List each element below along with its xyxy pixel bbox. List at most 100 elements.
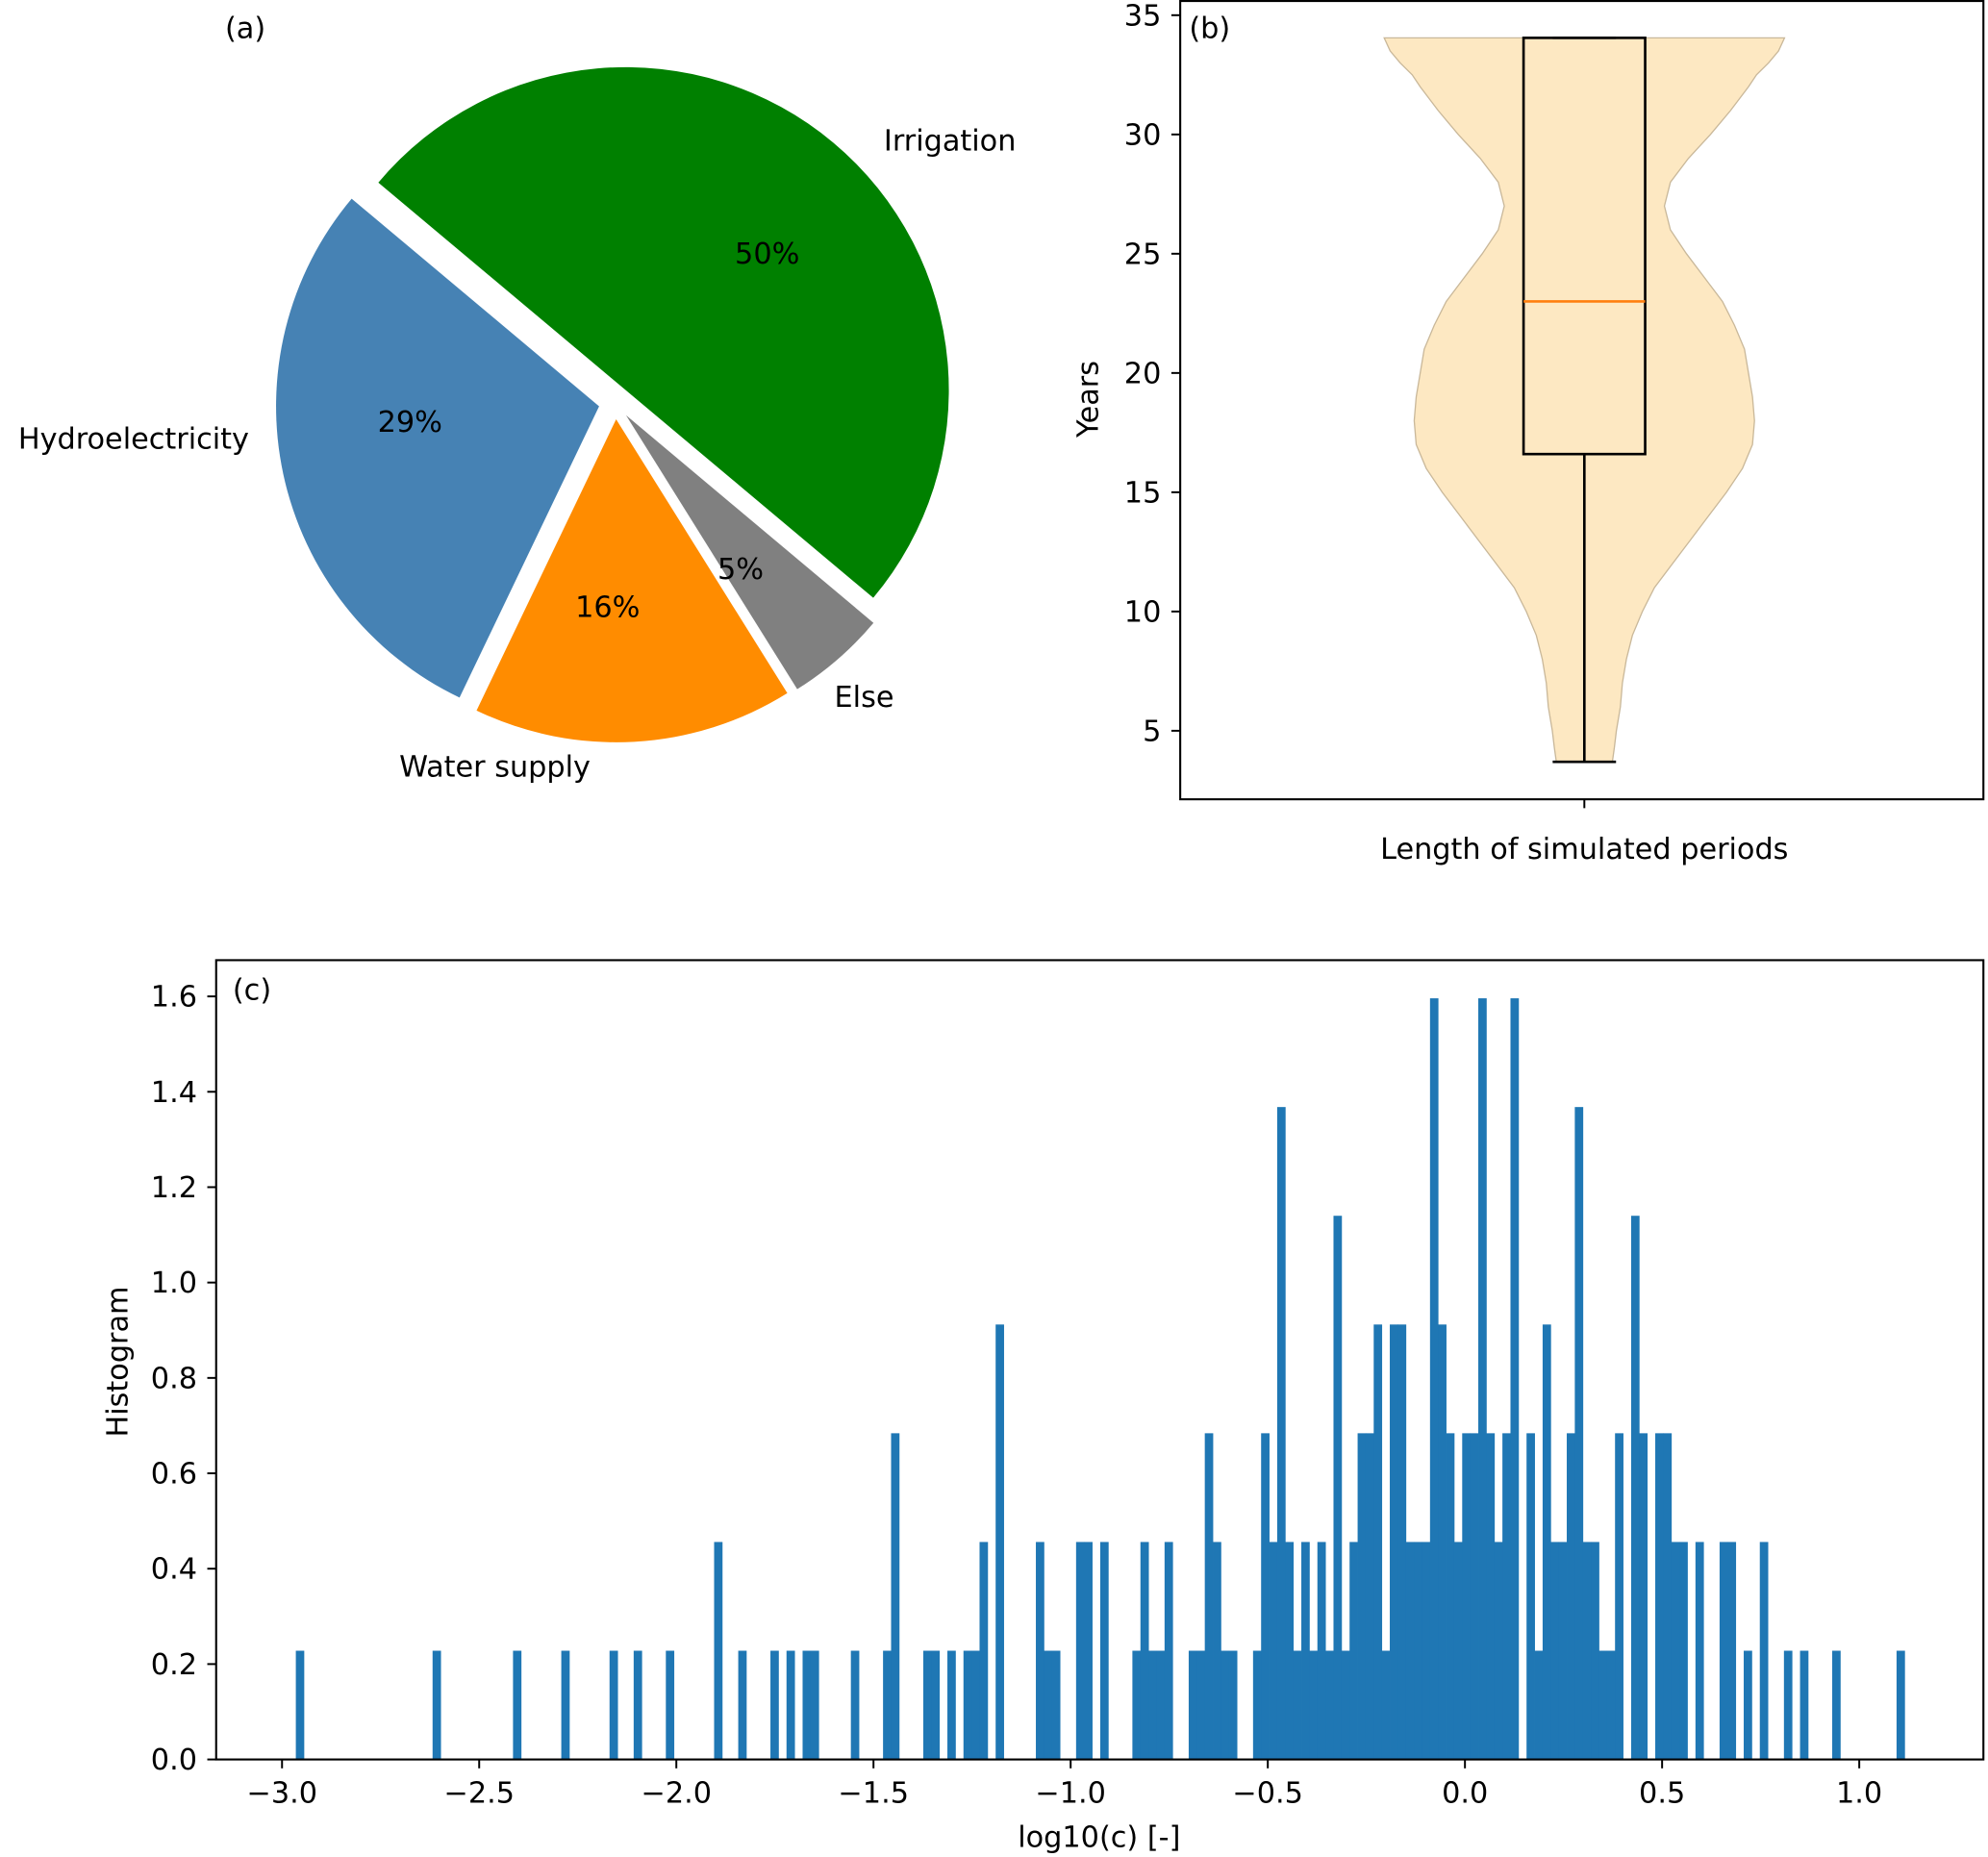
histogram-bar xyxy=(1799,1650,1809,1760)
histogram-bar xyxy=(1269,1542,1278,1760)
histogram-bar xyxy=(1719,1542,1728,1760)
histogram-bar xyxy=(1390,1324,1398,1760)
pie-wedge-hydroelectricity xyxy=(276,198,599,698)
histogram-xtick-label: −2.0 xyxy=(641,1776,712,1810)
histogram-xtick-label: −2.5 xyxy=(443,1776,515,1810)
histogram-bar xyxy=(1727,1542,1737,1760)
histogram-bar xyxy=(1373,1324,1383,1760)
histogram-xtick-label: 1.0 xyxy=(1836,1776,1882,1810)
histogram-bar xyxy=(1478,998,1487,1760)
histogram-bar xyxy=(883,1650,892,1760)
histogram-bar xyxy=(947,1650,956,1760)
histogram-bar xyxy=(891,1433,900,1760)
pie-label-else: Else xyxy=(835,681,894,715)
histogram-bar xyxy=(1744,1650,1752,1760)
histogram-bar xyxy=(738,1650,747,1760)
violin-axes-frame xyxy=(1179,0,1985,801)
histogram-bar xyxy=(1333,1216,1343,1760)
histogram-bar xyxy=(1526,1433,1535,1760)
histogram-bar xyxy=(1309,1650,1319,1760)
histogram-bar xyxy=(1591,1542,1599,1760)
violin-ytick-label: 5 xyxy=(1143,715,1161,748)
histogram-bar xyxy=(1630,1216,1640,1760)
histogram-ytick-label: 0.2 xyxy=(151,1648,197,1682)
histogram-bar xyxy=(1148,1650,1157,1760)
histogram-bar xyxy=(1470,1433,1479,1760)
panel-label-c: (c) xyxy=(233,973,271,1007)
pie-wedge-irrigation xyxy=(378,66,949,598)
histogram-bar xyxy=(1349,1542,1358,1760)
histogram-bar xyxy=(1896,1650,1905,1760)
histogram-bar xyxy=(1663,1433,1673,1760)
histogram-bar xyxy=(1655,1433,1664,1760)
histogram-bar xyxy=(979,1542,989,1760)
histogram-bar xyxy=(1446,1433,1455,1760)
histogram-ytick-label: 1.4 xyxy=(151,1076,197,1110)
histogram-bar xyxy=(1453,1542,1463,1760)
histogram-bar xyxy=(1188,1650,1197,1760)
histogram-bar xyxy=(1044,1650,1053,1760)
violin-ytick-label: 30 xyxy=(1124,118,1162,152)
histogram-bar xyxy=(1783,1650,1793,1760)
histogram-xtick-label: 0.0 xyxy=(1442,1776,1488,1810)
pie-pct-water-supply: 16% xyxy=(575,590,640,624)
histogram-bar xyxy=(1510,998,1520,1760)
histogram-bar xyxy=(995,1324,1004,1760)
histogram-bar xyxy=(1051,1650,1061,1760)
violin-box xyxy=(1522,37,1647,456)
histogram-bar xyxy=(1486,1433,1496,1760)
histogram-xtick-label: −0.5 xyxy=(1232,1776,1303,1810)
histogram-bar xyxy=(1357,1433,1367,1760)
pie-wedge-else xyxy=(625,414,874,690)
histogram-xtick-label: −1.0 xyxy=(1035,1776,1106,1810)
histogram-ytick-label: 0.4 xyxy=(151,1553,197,1587)
histogram-bar xyxy=(971,1650,980,1760)
histogram-bar xyxy=(963,1650,972,1760)
histogram-bar xyxy=(1156,1650,1166,1760)
violin-xlabel: Length of simulated periods xyxy=(1380,833,1788,866)
histogram-bar xyxy=(1759,1542,1769,1760)
histogram-ytick-label: 0.0 xyxy=(151,1744,197,1777)
histogram-bar xyxy=(1598,1650,1608,1760)
pie-pct-irrigation: 50% xyxy=(735,238,799,271)
pie-pct-hydroelectricity: 29% xyxy=(378,406,442,439)
histogram-bar xyxy=(1574,1107,1584,1760)
histogram-bar xyxy=(1494,1542,1503,1760)
histogram-bar xyxy=(1414,1542,1422,1760)
histogram-bar xyxy=(513,1650,522,1760)
histogram-xlabel: log10(c) [-] xyxy=(1018,1820,1180,1854)
panel-label-b: (b) xyxy=(1189,13,1230,46)
histogram-bar xyxy=(770,1650,779,1760)
histogram-bar xyxy=(1639,1433,1648,1760)
histogram-bar xyxy=(1164,1542,1173,1760)
histogram: −3.0 −2.5 −2.0 −1.5 −1.0 −0.5 0.0 0.5 1.0 0.0 0.2 0… xyxy=(151,981,1905,1810)
panel-label-a: (a) xyxy=(225,13,265,46)
histogram-bar xyxy=(802,1650,812,1760)
histogram-bar xyxy=(432,1650,441,1760)
violin-ytick-label: 25 xyxy=(1124,238,1162,271)
histogram-bar xyxy=(1534,1650,1544,1760)
histogram-bar xyxy=(1542,1324,1551,1760)
histogram-bar xyxy=(1429,998,1439,1760)
histogram-bar xyxy=(1615,1433,1623,1760)
histogram-bar xyxy=(1405,1542,1415,1760)
histogram-bar xyxy=(1582,1542,1592,1760)
histogram-bar xyxy=(1567,1433,1575,1760)
histogram-bar xyxy=(1381,1650,1391,1760)
pie-label-hydroelectricity: Hydroelectricity xyxy=(18,422,249,456)
histogram-bar xyxy=(1832,1650,1841,1760)
pie-pct-else: 5% xyxy=(717,553,764,587)
histogram-bar xyxy=(561,1650,570,1760)
histogram-bar xyxy=(1671,1542,1680,1760)
histogram-bar xyxy=(1075,1542,1085,1760)
histogram-bar xyxy=(1293,1650,1302,1760)
histogram-bar xyxy=(714,1542,723,1760)
histogram-bar xyxy=(1317,1542,1326,1760)
histogram-bar xyxy=(786,1650,795,1760)
violin-ylabel: Years xyxy=(1072,361,1106,439)
violin-ytick-label: 35 xyxy=(1124,0,1162,33)
histogram-bar xyxy=(1036,1542,1044,1760)
histogram-ytick-label: 1.2 xyxy=(151,1171,197,1205)
histogram-bar xyxy=(1099,1542,1109,1760)
